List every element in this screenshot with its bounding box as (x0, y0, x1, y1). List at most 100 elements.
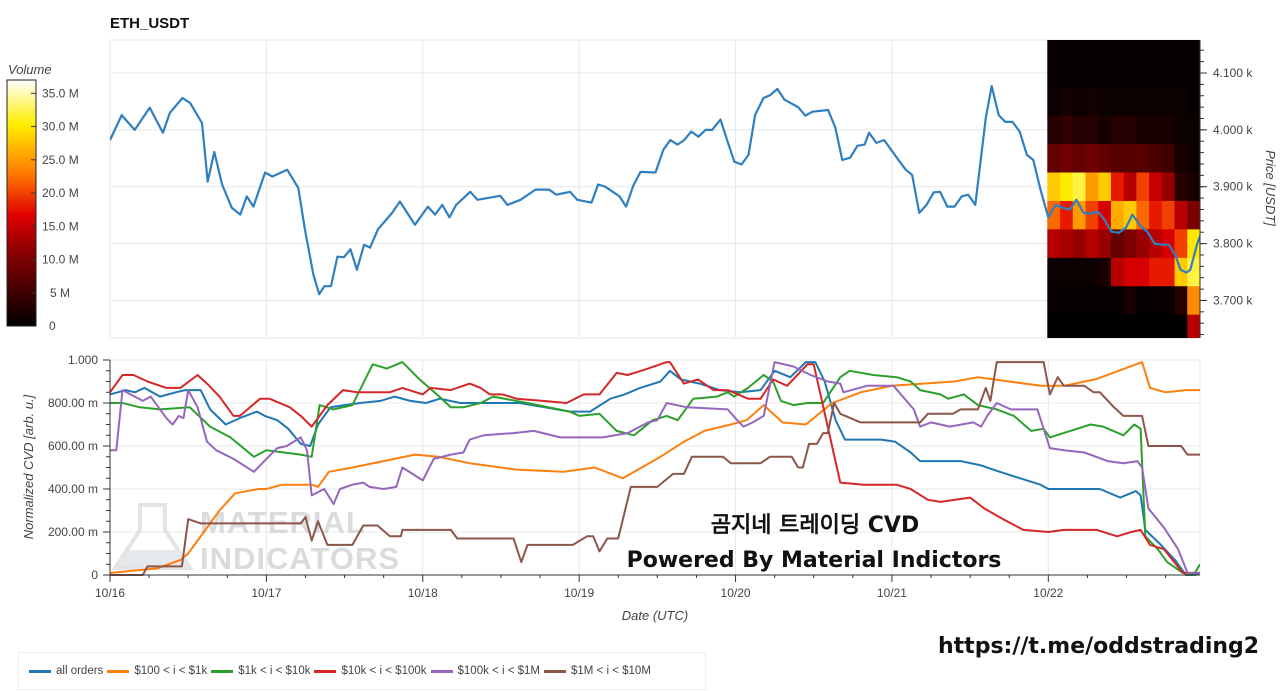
heatmap-cell (1047, 87, 1061, 117)
volume-heatmap (1047, 40, 1200, 338)
legend-item-100k-1m[interactable]: $100k < i < $1M (430, 665, 540, 677)
price-line (110, 84, 1200, 296)
cvd-tick-label: 200.00 m (48, 525, 98, 539)
heatmap-cell (1047, 200, 1061, 230)
heatmap-cell (1072, 115, 1086, 145)
heatmap-cell (1161, 257, 1176, 287)
heatmap-cell (1149, 286, 1163, 316)
heatmap-cell (1085, 87, 1099, 117)
telegram-link[interactable]: https://t.me/oddstrading2 (938, 634, 1260, 659)
cvd-axis-label: Normalized CVD [arb. u.] (21, 394, 36, 539)
legend-swatch (430, 669, 453, 673)
heatmap-cell (1187, 229, 1200, 259)
price-axis-label: Price [USDT] (1263, 150, 1278, 226)
heatmap-cell (1161, 40, 1176, 88)
x-tick-label: 10/22 (1033, 586, 1063, 600)
overlay-subtitle: Powered By Material Indictors (627, 548, 1002, 573)
colorbar (6, 79, 37, 327)
heatmap-cell (1136, 115, 1150, 145)
cvd-line--10k-i-100k (110, 361, 1200, 574)
heatmap-cell (1123, 40, 1137, 88)
heatmap-cell (1047, 144, 1061, 174)
heatmap-cell (1187, 286, 1200, 316)
heatmap-cell (1149, 257, 1163, 287)
heatmap-cell (1136, 286, 1150, 316)
cvd-line-all-orders (110, 361, 1200, 576)
watermark-line2: INDICATORS (200, 541, 400, 576)
heatmap-cell (1085, 40, 1099, 88)
x-tick-label: 10/20 (721, 586, 751, 600)
price-tick-label: 3.900 k (1213, 180, 1253, 194)
heatmap-cell (1085, 172, 1099, 202)
legend: all orders $100 < i < $1k $1k < i < $10k… (18, 652, 706, 690)
heatmap-cell (1047, 229, 1061, 259)
heatmap-cell (1123, 257, 1137, 287)
colorbar-tick-label: 20.0 M (42, 186, 79, 200)
heatmap-cell (1085, 286, 1099, 316)
heatmap-cell (1161, 172, 1176, 202)
cvd-axes: 0 200.00 m 400.00 m 600.00 m 800.00 m 1.000 10… (48, 353, 1200, 600)
heatmap-cell (1149, 200, 1163, 230)
heatmap-cell (1174, 115, 1188, 145)
heatmap-cell (1149, 314, 1163, 338)
heatmap-cell (1047, 257, 1061, 287)
price-tick-label: 4.100 k (1213, 66, 1253, 80)
heatmap-cell (1072, 257, 1086, 287)
heatmap-cell (1085, 144, 1099, 174)
cvd-tick-label: 0 (91, 568, 98, 582)
heatmap-cell (1161, 200, 1176, 230)
heatmap-cell (1149, 87, 1163, 117)
colorbar-ticks: 0 5 M 10.0 M 15.0 M 20.0 M 25.0 M 30.0 M 35.0 M (31, 86, 79, 333)
legend-item-100-1k[interactable]: $100 < i < $1k (107, 665, 207, 677)
legend-label: $100 < i < $1k (134, 665, 208, 677)
heatmap-cell (1187, 200, 1200, 230)
legend-swatch (107, 669, 130, 673)
heatmap-cell (1098, 87, 1112, 117)
cvd-tick-label: 400.00 m (48, 482, 98, 496)
heatmap-cell (1187, 314, 1200, 338)
heatmap-cell (1161, 115, 1176, 145)
heatmap-cell (1174, 314, 1188, 338)
price-series (110, 84, 1200, 296)
heatmap-cell (1187, 40, 1200, 88)
heatmap-cell (1098, 115, 1112, 145)
heatmap-cell (1098, 40, 1112, 88)
heatmap-cell (1110, 229, 1125, 259)
cvd-series (110, 361, 1200, 576)
flask-icon (111, 503, 194, 570)
heatmap-cell (1123, 115, 1137, 145)
legend-item-1k-10k[interactable]: $1k < i < $10k (211, 665, 310, 677)
legend-item-10k-100k[interactable]: $10k < i < $100k (314, 665, 427, 677)
cvd-tick-label: 1.000 (68, 353, 98, 367)
legend-swatch (211, 669, 234, 673)
heatmap-cell (1110, 200, 1125, 230)
heatmap-cell (1085, 200, 1099, 230)
heatmap-cell (1161, 144, 1176, 174)
heatmap-cell (1136, 257, 1150, 287)
legend-item-1m-10m[interactable]: $1M < i < $10M (544, 665, 651, 677)
cvd-line--100-i-1k (110, 361, 1200, 574)
heatmap-cell (1110, 144, 1125, 174)
heatmap-cell (1187, 87, 1200, 117)
heatmap-cell (1110, 40, 1125, 88)
heatmap-cell (1174, 87, 1188, 117)
overlay-title: 곰지네 트레이딩 CVD (711, 513, 919, 538)
legend-label: all orders (56, 665, 104, 677)
heatmap-cell (1187, 257, 1200, 287)
heatmap-cell (1174, 40, 1188, 88)
heatmap-cell (1060, 257, 1074, 287)
legend-swatch (29, 669, 51, 673)
heatmap-cell (1098, 314, 1112, 338)
heatmap-cell (1123, 200, 1137, 230)
cvd-tick-label: 800.00 m (48, 396, 98, 410)
heatmap-cell (1136, 172, 1150, 202)
heatmap-cell (1060, 314, 1074, 338)
heatmap-cell (1047, 172, 1061, 202)
heatmap-cell (1110, 115, 1125, 145)
heatmap-cell (1072, 286, 1086, 316)
price-plot-area (109, 39, 1201, 339)
heatmap-cell (1060, 286, 1074, 316)
legend-item-all-orders[interactable]: all orders (29, 665, 103, 677)
heatmap-cell (1136, 144, 1150, 174)
price-tick-label: 3.800 k (1213, 237, 1253, 251)
